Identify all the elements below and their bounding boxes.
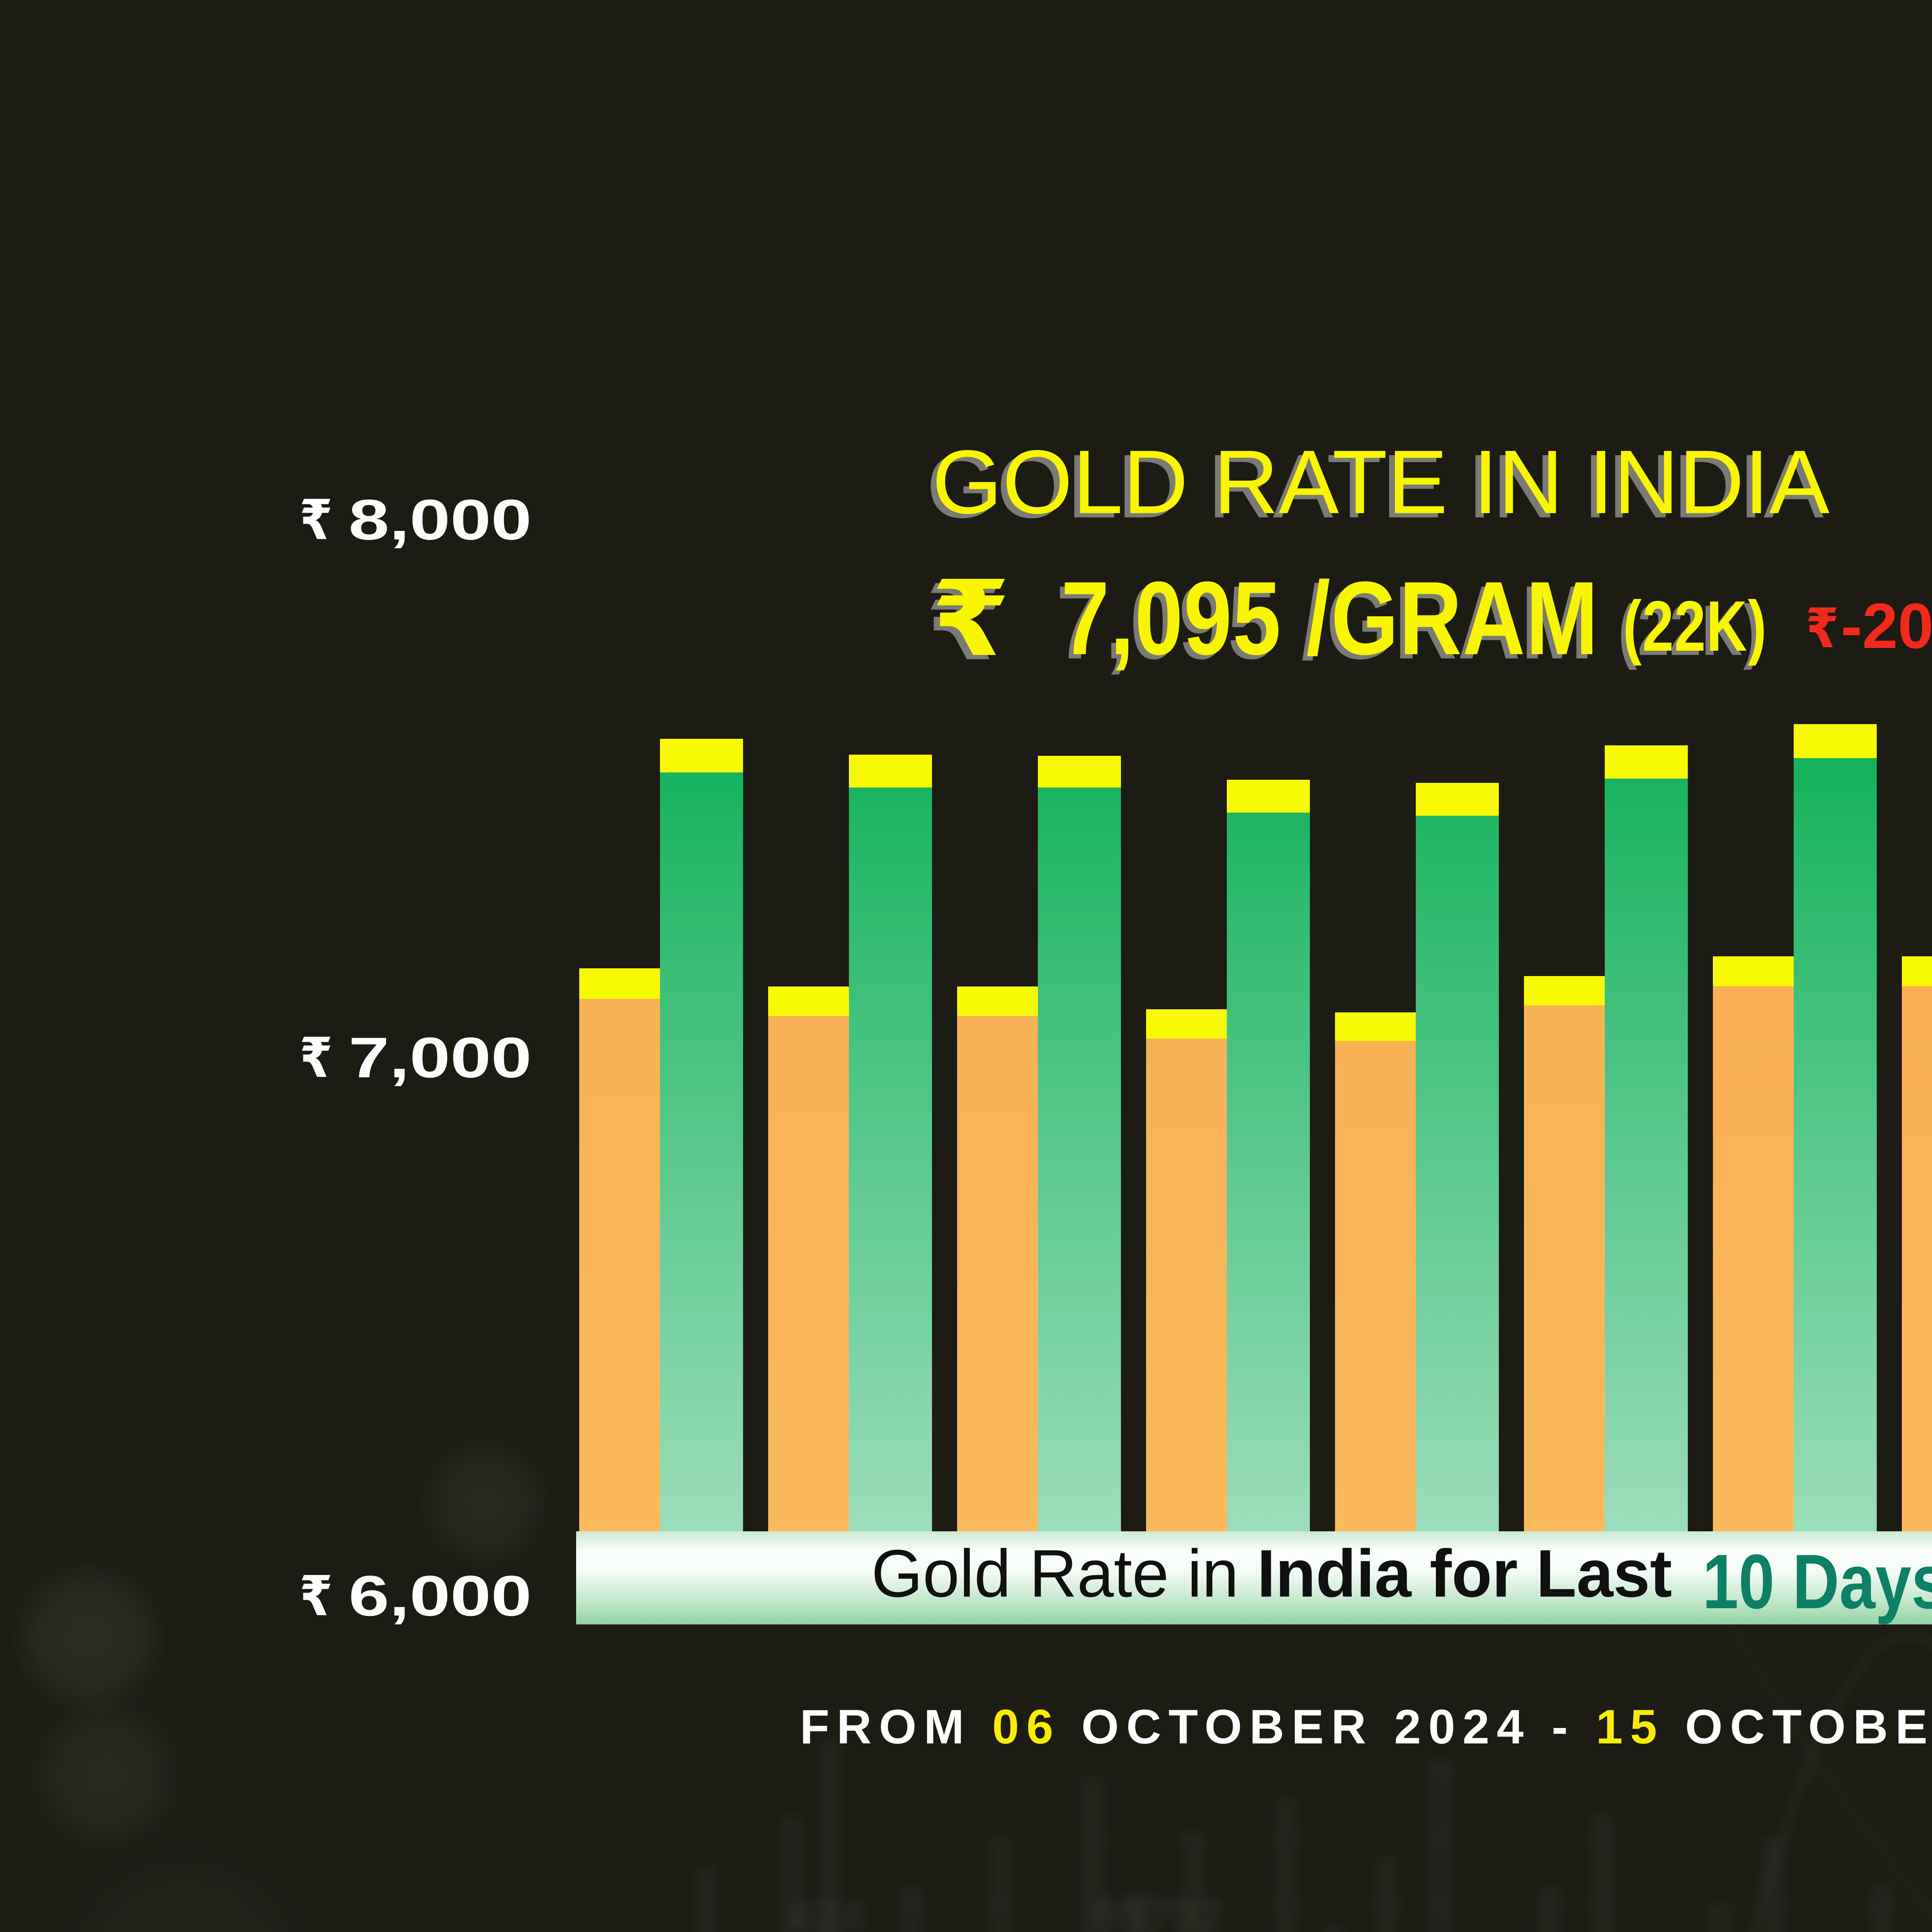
svg-text:424: 424 (788, 1890, 866, 1932)
svg-text:95702: 95702 (1094, 1890, 1223, 1932)
